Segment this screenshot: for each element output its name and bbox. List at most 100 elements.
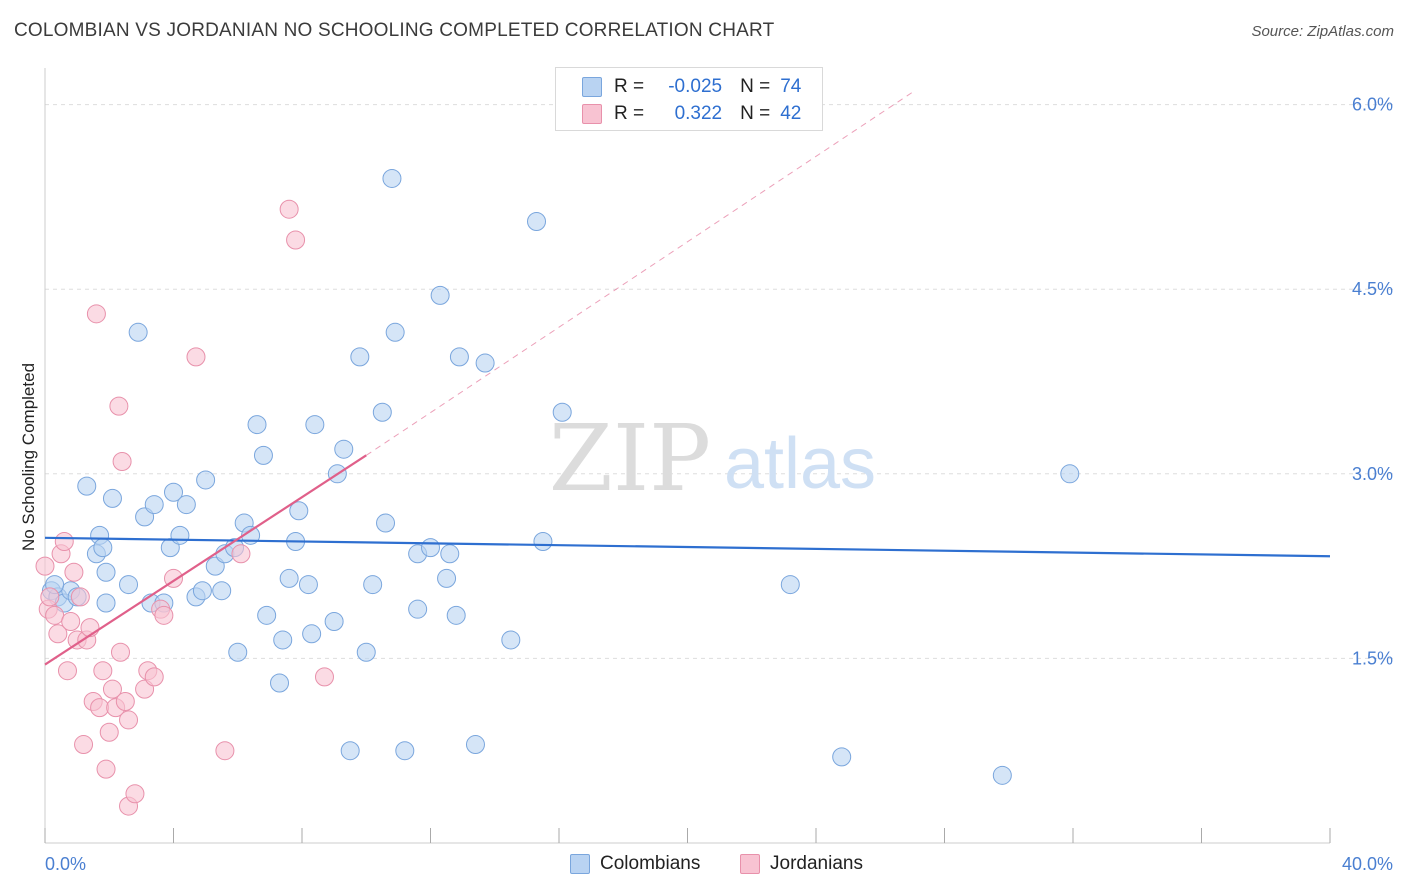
point-colombians xyxy=(533,531,553,551)
point-colombians xyxy=(96,593,116,613)
point-colombians xyxy=(273,630,293,650)
trend-extension-jordanians xyxy=(365,91,913,456)
bottom-legend-jordanians: Jordanians xyxy=(740,852,863,876)
point-jordanians xyxy=(64,562,84,582)
point-jordanians xyxy=(112,452,132,471)
point-colombians xyxy=(449,347,469,367)
point-colombians xyxy=(102,488,122,508)
point-colombians xyxy=(382,168,402,188)
point-jordanians xyxy=(45,605,65,625)
bottom-swatch-jordanians xyxy=(740,854,760,874)
point-colombians xyxy=(430,285,450,305)
point-jordanians xyxy=(231,544,251,564)
point-colombians xyxy=(440,544,460,564)
y-tick-label: 1.5% xyxy=(1352,648,1393,668)
point-colombians xyxy=(192,581,212,601)
bottom-legend-label: Jordanians xyxy=(770,853,863,874)
x-tick-label: 40.0% xyxy=(1342,854,1393,874)
legend-n-value: 74 xyxy=(780,76,802,97)
watermark: ZIP atlas xyxy=(549,405,876,512)
point-jordanians xyxy=(99,722,119,742)
point-colombians xyxy=(334,439,354,459)
point-colombians xyxy=(376,513,396,533)
point-colombians xyxy=(437,568,457,588)
legend-r-value: 0.322 xyxy=(674,103,723,124)
point-colombians xyxy=(279,568,299,588)
point-jordanians xyxy=(74,735,94,755)
watermark-zip: ZIP xyxy=(549,405,711,512)
stats-legend: R = -0.025 N = 74 R = 0.322 N = 42 xyxy=(555,67,823,131)
point-colombians xyxy=(257,605,277,625)
bottom-swatch-colombians xyxy=(570,854,590,874)
trend-line-colombians xyxy=(44,536,1331,558)
point-jordanians xyxy=(102,679,122,699)
legend-row-colombians: R = -0.025 N = 74 xyxy=(582,74,801,100)
point-colombians xyxy=(196,470,216,490)
point-jordanians xyxy=(119,710,139,730)
point-jordanians xyxy=(61,611,81,631)
point-colombians xyxy=(408,599,428,619)
point-colombians xyxy=(363,575,383,595)
point-colombians xyxy=(144,495,164,515)
point-colombians xyxy=(305,415,325,435)
y-tick-label: 6.0% xyxy=(1352,95,1393,115)
point-colombians xyxy=(119,575,139,595)
point-colombians xyxy=(96,562,116,582)
y-axis-label: No Schooling Completed xyxy=(19,363,38,551)
point-jordanians xyxy=(80,618,100,638)
axes xyxy=(44,68,1331,844)
point-colombians xyxy=(302,624,322,644)
point-colombians xyxy=(552,402,572,422)
point-jordanians xyxy=(90,698,110,718)
point-jordanians xyxy=(144,667,164,687)
y-tick-label: 4.5% xyxy=(1352,279,1393,299)
point-colombians xyxy=(324,611,344,631)
trend-lines xyxy=(44,91,1331,666)
legend-row-jordanians: R = 0.322 N = 42 xyxy=(582,101,801,127)
point-jordanians xyxy=(154,605,174,625)
point-colombians xyxy=(356,642,376,662)
point-colombians xyxy=(176,495,196,515)
point-colombians xyxy=(421,538,440,558)
legend-swatch-jordanians xyxy=(582,104,602,124)
point-colombians xyxy=(298,575,318,595)
point-colombians xyxy=(247,415,267,435)
point-colombians xyxy=(128,322,148,342)
point-colombians xyxy=(475,353,495,373)
watermark-atlas: atlas xyxy=(724,424,876,504)
point-colombians xyxy=(385,322,405,342)
trend-line-jordanians xyxy=(44,454,367,666)
legend-n-label: N = xyxy=(740,76,771,97)
tick-labels: 1.5% 3.0% 4.5% 6.0% 0.0% 40.0% xyxy=(45,95,1393,874)
point-colombians xyxy=(270,673,290,693)
legend-swatch-colombians xyxy=(582,77,602,97)
point-jordanians xyxy=(40,587,60,607)
legend-r-label: R = xyxy=(614,76,645,97)
point-colombians xyxy=(170,525,190,545)
chart-title: COLOMBIAN VS JORDANIAN NO SCHOOLING COMP… xyxy=(14,20,775,41)
point-colombians xyxy=(395,741,415,761)
point-jordanians xyxy=(35,556,55,576)
point-jordanians xyxy=(109,396,129,416)
grid-lines xyxy=(45,104,1395,659)
point-jordanians xyxy=(279,199,299,219)
point-colombians xyxy=(992,765,1012,785)
point-colombians xyxy=(350,347,370,367)
legend-r-label: R = xyxy=(614,103,645,124)
point-colombians xyxy=(164,482,183,502)
point-colombians xyxy=(340,741,360,761)
point-jordanians xyxy=(110,642,130,662)
point-jordanians xyxy=(86,304,106,324)
point-jordanians xyxy=(286,230,306,250)
point-jordanians xyxy=(93,661,113,681)
point-colombians xyxy=(465,735,485,755)
point-colombians xyxy=(1060,464,1080,484)
bottom-legend-colombians: Colombians xyxy=(570,852,700,876)
point-jordanians xyxy=(96,759,116,779)
point-jordanians xyxy=(115,691,135,711)
point-jordanians xyxy=(215,741,235,761)
point-colombians xyxy=(527,212,547,232)
point-colombians xyxy=(372,402,392,422)
point-jordanians xyxy=(125,784,145,804)
